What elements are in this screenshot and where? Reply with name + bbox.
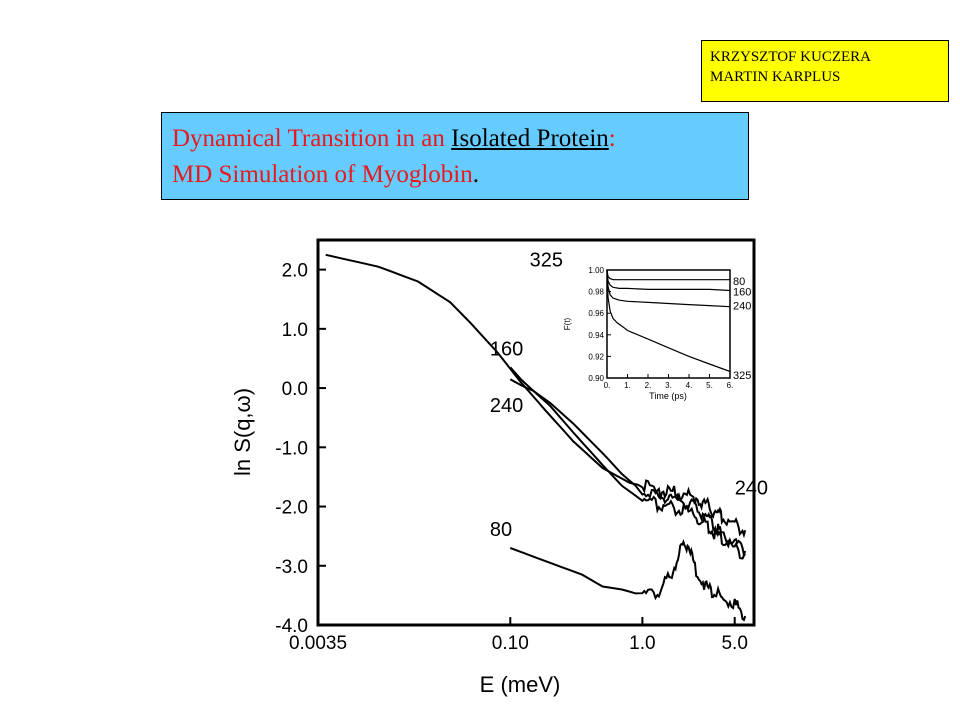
main-plot-frame [316,238,756,627]
inset-y-tick-label: 0.96 [588,309,604,318]
main-x-tick-label: 5.0 [721,633,747,654]
main-series-325 [325,253,747,539]
main-series-160 [509,366,747,560]
main-curve-label: 80 [490,519,512,541]
author-name: MARTIN KARPLUS [710,69,841,85]
title-emphasis: Isolated Protein [451,125,609,152]
main-y-tick-label: 2.0 [282,261,308,282]
inset-y-tick-label: 0.94 [588,331,604,340]
main-series-240 [509,378,747,559]
main-x-tick-label: 1.0 [629,633,655,654]
inset-curve-label: 240 [733,301,751,313]
inset-y-tick-label: 0.90 [588,374,604,383]
main-curve-label: 160 [490,339,523,361]
main-curve-label: 240 [735,478,768,500]
inset-curve-label: 160 [733,287,751,299]
inset-curve-label: 80 [733,276,745,288]
title-prefix: Dynamical Transition in an [172,125,452,152]
title-suffix: : [608,125,616,152]
title-line2-end: . [472,161,479,188]
inset-chart: 1.000.980.960.940.920.90 0. 1. 2. 3. 4. 5. 6. … [563,266,751,401]
inset-x-tick-label: 5. [706,381,713,390]
inset-x-tick-label: 2. [645,381,652,390]
inset-series-80 [606,269,730,281]
inset-series-160 [606,269,731,292]
main-curve-label: 325 [530,250,563,272]
main-y-tick-label: 0.0 [282,379,308,400]
inset-y-tick-label: 0.92 [588,352,604,361]
title-line-2: MD Simulation of Myoglobin. [172,157,738,193]
main-chart: 2.0 1.0 0.0 -1.0 -2.0 -3.0 -4.0 0.0035 0.10 1.0 5… [230,238,768,697]
title-box: Dynamical Transition in an Isolated Prot… [161,112,749,200]
main-y-tick-label: 1.0 [282,320,308,341]
inset-x-tick-label: 6. [727,381,734,390]
inset-y-axis-label: F(t) [563,317,572,330]
inset-x-tick-label: 4. [686,381,693,390]
main-y-tick-label: -2.0 [275,498,308,519]
inset-series-325 [606,269,731,373]
main-curve-label: 240 [490,395,523,417]
inset-x-tick-label: 3. [665,381,672,390]
main-y-tick-label: -1.0 [275,438,308,459]
main-y-tick-label: -3.0 [275,557,308,578]
inset-plot-frame [606,269,731,379]
inset-y-tick-label: 0.98 [588,288,604,297]
title-line-1: Dynamical Transition in an Isolated Prot… [172,121,738,157]
inset-x-axis-label: Time (ps) [649,391,687,401]
main-y-tick-label: -4.0 [275,616,308,637]
inset-series-240 [606,269,731,308]
main-y-axis-label: ln S(q,ω) [230,388,255,476]
inset-x-tick-label: 1. [624,381,631,390]
inset-x-tick-label: 0. [604,381,611,390]
inset-y-tick-label: 1.00 [588,266,604,275]
author-name: KRZYSZTOF KUCZERA [710,49,871,65]
main-series-80 [509,538,747,622]
main-x-axis-label: E (meV) [480,672,561,697]
authors-box: KRZYSZTOF KUCZERA MARTIN KARPLUS [701,40,949,102]
main-x-tick-label: 0.10 [492,633,529,654]
inset-curve-label: 325 [733,370,751,382]
main-x-tick-label: 0.0035 [289,633,347,654]
title-line2-text: MD Simulation of Myoglobin [172,161,473,188]
